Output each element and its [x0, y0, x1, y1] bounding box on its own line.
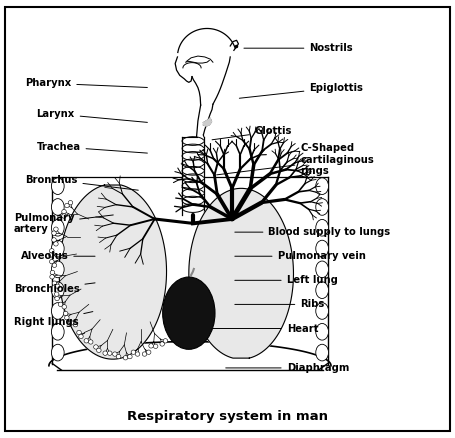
Ellipse shape: [316, 199, 329, 215]
Text: Ribs: Ribs: [235, 300, 324, 309]
Ellipse shape: [50, 275, 54, 279]
Text: Epiglottis: Epiglottis: [239, 83, 363, 98]
Polygon shape: [189, 188, 293, 358]
Ellipse shape: [52, 231, 56, 235]
Ellipse shape: [160, 342, 164, 346]
Ellipse shape: [127, 354, 132, 359]
Ellipse shape: [316, 344, 329, 361]
Ellipse shape: [147, 350, 151, 354]
Text: Bronchioles: Bronchioles: [14, 283, 95, 294]
Ellipse shape: [51, 261, 64, 278]
Text: Pharynx: Pharynx: [25, 78, 147, 88]
Ellipse shape: [116, 354, 121, 359]
Ellipse shape: [52, 263, 57, 268]
Text: Respiratory system in man: Respiratory system in man: [127, 410, 328, 424]
Polygon shape: [203, 118, 212, 126]
Ellipse shape: [112, 352, 117, 356]
Text: Alveolus: Alveolus: [20, 251, 95, 261]
Ellipse shape: [62, 214, 66, 218]
Ellipse shape: [62, 305, 66, 309]
Text: Diaphragm: Diaphragm: [226, 363, 349, 373]
Ellipse shape: [52, 238, 56, 242]
Ellipse shape: [48, 253, 53, 257]
Ellipse shape: [51, 240, 64, 257]
Ellipse shape: [50, 270, 55, 275]
Ellipse shape: [103, 351, 107, 355]
Ellipse shape: [163, 339, 168, 343]
Text: Bronchus: Bronchus: [25, 175, 138, 190]
Ellipse shape: [55, 292, 59, 297]
Text: Left lung: Left lung: [235, 276, 338, 285]
Ellipse shape: [316, 178, 329, 194]
Ellipse shape: [50, 249, 54, 253]
Polygon shape: [59, 185, 167, 359]
Ellipse shape: [163, 277, 215, 350]
Text: Nostrils: Nostrils: [244, 43, 353, 53]
Ellipse shape: [63, 311, 68, 316]
Ellipse shape: [149, 344, 153, 348]
Ellipse shape: [316, 323, 329, 340]
Ellipse shape: [73, 322, 78, 327]
Ellipse shape: [68, 201, 73, 205]
Ellipse shape: [54, 242, 58, 246]
Text: Larynx: Larynx: [36, 109, 147, 122]
Ellipse shape: [79, 334, 83, 339]
Ellipse shape: [123, 356, 128, 360]
Ellipse shape: [50, 259, 54, 264]
Text: Right lungs: Right lungs: [14, 311, 93, 327]
Ellipse shape: [51, 219, 64, 236]
Ellipse shape: [107, 351, 112, 355]
Ellipse shape: [316, 219, 329, 236]
Ellipse shape: [316, 303, 329, 319]
Text: Trachea: Trachea: [36, 142, 147, 153]
Ellipse shape: [131, 350, 136, 354]
Ellipse shape: [94, 345, 98, 349]
Ellipse shape: [135, 352, 140, 356]
Text: Pulmonary
artery: Pulmonary artery: [14, 212, 113, 234]
Ellipse shape: [52, 281, 57, 285]
Text: Blood supply to lungs: Blood supply to lungs: [235, 227, 390, 237]
Ellipse shape: [51, 282, 64, 299]
Ellipse shape: [56, 284, 60, 289]
Ellipse shape: [77, 330, 81, 335]
Ellipse shape: [316, 240, 329, 257]
Ellipse shape: [153, 344, 158, 349]
Ellipse shape: [51, 199, 64, 215]
Ellipse shape: [54, 227, 58, 231]
Ellipse shape: [96, 348, 101, 353]
Ellipse shape: [316, 282, 329, 299]
Ellipse shape: [65, 203, 69, 208]
Ellipse shape: [316, 261, 329, 278]
Ellipse shape: [51, 303, 64, 319]
Ellipse shape: [51, 323, 64, 340]
Ellipse shape: [62, 209, 66, 214]
Text: C-Shaped
cartilaginous
rings: C-Shaped cartilaginous rings: [217, 143, 374, 177]
Ellipse shape: [88, 340, 93, 344]
Text: Heart: Heart: [212, 324, 318, 333]
Text: Pulmonary vein: Pulmonary vein: [235, 251, 365, 261]
Ellipse shape: [55, 297, 59, 301]
Ellipse shape: [69, 321, 74, 325]
Ellipse shape: [84, 339, 89, 343]
Ellipse shape: [65, 315, 69, 320]
Ellipse shape: [51, 178, 64, 194]
Ellipse shape: [58, 302, 63, 307]
Ellipse shape: [51, 344, 64, 361]
Text: Glottis: Glottis: [212, 127, 292, 140]
Ellipse shape: [142, 352, 147, 356]
